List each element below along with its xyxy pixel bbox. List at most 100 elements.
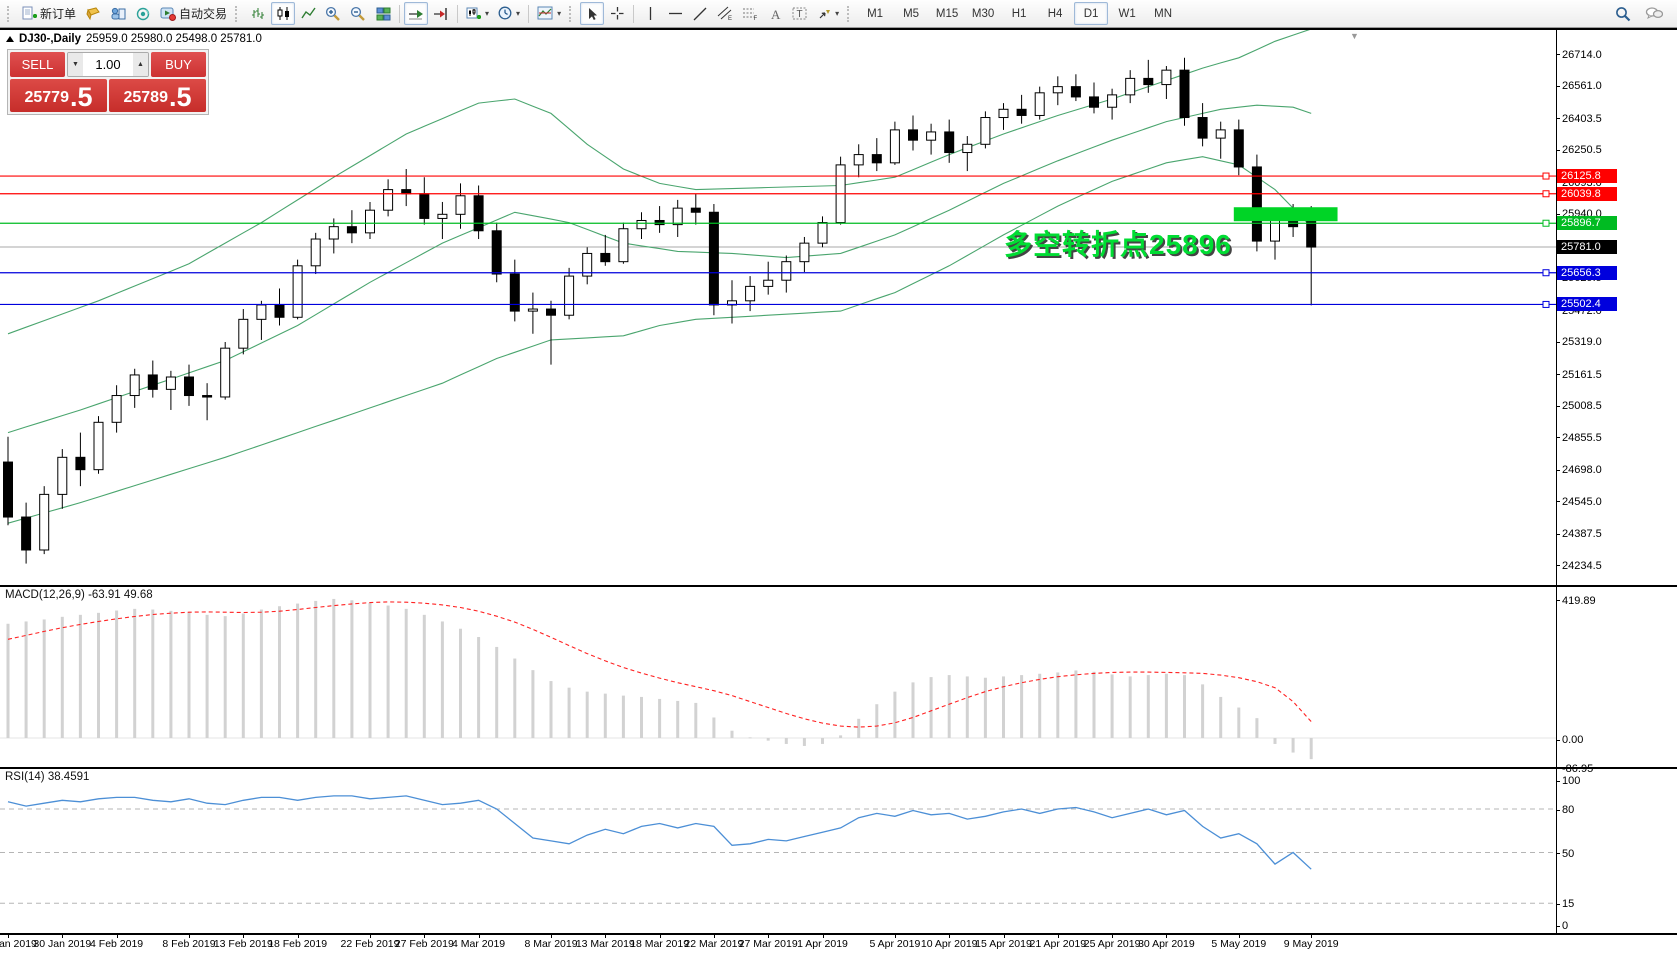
candle-body	[889, 129, 900, 164]
periodicity-button[interactable]: ▾	[494, 2, 524, 25]
volume-decrease-button[interactable]: ▼	[68, 53, 83, 76]
timeframe-button-M30[interactable]: M30	[971, 7, 995, 20]
date-axis-tickmark	[1003, 935, 1005, 938]
buy-price-tile[interactable]: 25789 .5	[109, 79, 206, 112]
macd-bar	[929, 677, 933, 738]
macd-histogram	[6, 598, 1313, 760]
candle-body	[39, 493, 50, 551]
timeframe-button-H1[interactable]: H1	[1011, 7, 1027, 20]
rsi-line	[7, 795, 1312, 870]
signals-button[interactable]	[131, 2, 155, 25]
main-toolbar: 新订单 自动交易	[0, 0, 1677, 28]
macd-bar	[875, 704, 879, 738]
new-chart-icon	[466, 6, 482, 21]
macd-indicator-pane[interactable]: MACD(12,26,9) -63.91 49.68 419.89 0.00 -86…	[0, 585, 1677, 775]
chart-shift-button[interactable]	[429, 2, 453, 25]
highlight-bar[interactable]	[1233, 207, 1338, 222]
candle-body	[564, 275, 575, 316]
macd-bar	[1183, 675, 1186, 738]
line-chart-button[interactable]	[296, 2, 320, 25]
new-chart-button[interactable]: ▾	[462, 2, 493, 25]
date-axis-label: 25 Apr 2019	[1083, 938, 1141, 950]
vertical-line-button[interactable]	[638, 2, 662, 25]
macd-bar	[857, 718, 861, 738]
metaeditor-button[interactable]	[81, 2, 105, 25]
metaeditor-icon	[85, 6, 101, 21]
rsi-chart	[0, 795, 1556, 904]
macd-bar	[947, 675, 951, 738]
tile-windows-icon	[376, 7, 391, 21]
auto-scroll-icon	[408, 7, 424, 21]
main-price-pane[interactable]: DJ30-,Daily 25959.0 25980.0 25498.0 2578…	[0, 28, 1677, 585]
horizontal-line-button[interactable]	[663, 2, 687, 25]
auto-scroll-button[interactable]	[404, 2, 429, 25]
date-axis-tickmark	[659, 935, 661, 938]
level-line-handle[interactable]	[1542, 269, 1550, 277]
equidistant-channel-button[interactable]: E	[713, 2, 737, 25]
level-line-handle[interactable]	[1542, 190, 1550, 198]
buy-button[interactable]: BUY	[151, 52, 206, 77]
date-axis-label: 10 Apr 2019	[920, 938, 978, 950]
fibonacci-button[interactable]: F	[738, 2, 762, 25]
date-axis-tickmark	[1238, 935, 1240, 938]
new-order-button[interactable]: 新订单	[18, 2, 80, 25]
date-axis-label: 15 Apr 2019	[975, 938, 1032, 950]
candle-body	[1070, 86, 1081, 98]
candle-body	[129, 374, 140, 397]
candle-body	[509, 273, 520, 312]
date-axis-tickmark	[949, 935, 951, 938]
indicators-button[interactable]: ▾	[533, 2, 565, 25]
timeframe-button-M5[interactable]: M5	[903, 7, 920, 20]
timeframe-button-M15[interactable]: M15	[935, 7, 959, 20]
chat-button[interactable]	[1641, 2, 1667, 25]
timeframe-button-W1[interactable]: W1	[1118, 7, 1136, 20]
candle-body	[527, 308, 538, 312]
collapse-chart-icon[interactable]	[6, 36, 14, 42]
text-label-button[interactable]: T	[788, 2, 812, 25]
level-line-handle[interactable]	[1542, 219, 1550, 227]
date-axis-tickmark	[713, 935, 715, 938]
candlestick-chart-button[interactable]	[271, 2, 296, 25]
macd-bar	[748, 737, 752, 739]
bar-chart-button[interactable]	[246, 2, 270, 25]
macd-bar	[1291, 738, 1295, 753]
timeframe-button-MN[interactable]: MN	[1154, 7, 1173, 20]
level-line-handle[interactable]	[1542, 172, 1550, 180]
sell-button[interactable]: SELL	[10, 52, 65, 77]
macd-bar	[187, 612, 191, 738]
trendline-button[interactable]	[688, 2, 712, 25]
volume-value[interactable]: 1.00	[83, 53, 133, 76]
date-axis-label: 4 Feb 2019	[90, 938, 144, 950]
rsi-axis-tickmark	[1556, 853, 1560, 854]
macd-bar	[60, 616, 64, 738]
volume-increase-button[interactable]: ▲	[133, 53, 148, 76]
tile-windows-button[interactable]	[371, 2, 395, 25]
rsi-indicator-pane[interactable]: RSI(14) 38.4591 100 80 50 15 0	[0, 767, 1677, 933]
crosshair-button[interactable]	[605, 2, 629, 25]
price-level-badge: 25502.4	[1557, 297, 1617, 312]
rsi-label: RSI(14) 38.4591	[5, 771, 90, 783]
timeframe-button-H4[interactable]: H4	[1047, 7, 1063, 20]
chart-shift-marker[interactable]: ▼	[1350, 31, 1359, 41]
zoom-out-button[interactable]	[346, 2, 370, 25]
zoom-in-button[interactable]	[321, 2, 345, 25]
date-axis-tickmark	[1057, 935, 1059, 938]
signals-icon	[136, 7, 151, 21]
navigator-button[interactable]	[106, 2, 130, 25]
cursor-button[interactable]	[580, 2, 605, 25]
search-button[interactable]	[1611, 2, 1635, 25]
timeframe-button-D1[interactable]: D1	[1074, 2, 1109, 25]
candlestick-chart[interactable]	[0, 30, 1677, 585]
level-line-handle[interactable]	[1542, 300, 1550, 308]
sell-price-tile[interactable]: 25779 .5	[10, 79, 107, 112]
candle-body	[491, 230, 502, 275]
arrows-button[interactable]: ▾	[813, 2, 843, 25]
macd-bar	[640, 696, 643, 738]
text-button[interactable]: A	[763, 2, 787, 25]
sell-price-int: 25779	[24, 89, 69, 106]
timeframe-button-M1[interactable]: M1	[867, 7, 884, 20]
chart-annotation-text[interactable]: 多空转折点25896	[1004, 229, 1232, 260]
macd-axis-tick-label: 0.00	[1562, 734, 1584, 746]
autotrading-button[interactable]: 自动交易	[156, 2, 231, 25]
